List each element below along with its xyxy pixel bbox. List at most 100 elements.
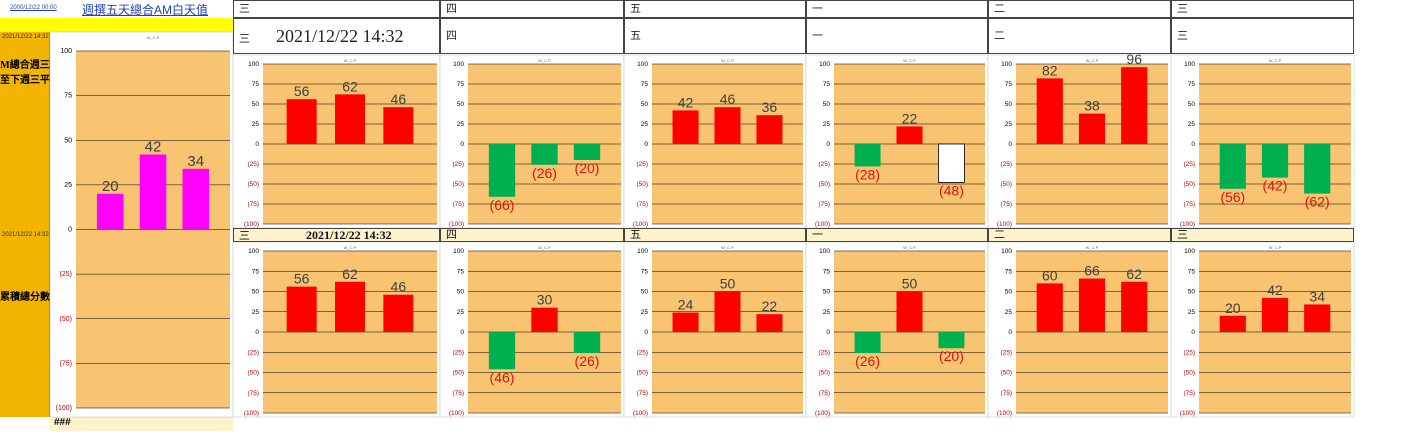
y-tick-label: 0	[460, 329, 464, 336]
y-tick-label: 100	[637, 61, 648, 68]
y-tick-label: (25)	[247, 161, 259, 168]
y-tick-label: (75)	[60, 360, 72, 367]
day-header-row1: 五	[624, 18, 806, 54]
bar	[383, 294, 414, 332]
chart-r2c1: W_C.P 100 75 50 25 0 (25) (50) (75) (100) 56 62 46	[232, 241, 441, 418]
top-date-link[interactable]: 2000/12/22 00:00	[10, 5, 57, 11]
day-header-row1: 一	[806, 18, 988, 54]
footer-hash: ###	[50, 417, 233, 431]
day-header-top: 四	[440, 0, 624, 18]
data-label: 56	[294, 271, 310, 287]
data-label: 22	[762, 298, 778, 314]
data-label: (26)	[575, 353, 600, 369]
left-sidebar: 2021/12/22 14:32 M總合週三至下週三平 2021/12/22 1…	[0, 32, 50, 417]
chart-title: W_C.P	[538, 58, 551, 63]
y-tick-label: (50)	[818, 181, 830, 188]
y-tick-label: 25	[252, 309, 260, 316]
bar	[672, 110, 699, 144]
y-tick-label: 25	[252, 121, 260, 128]
y-tick-label: 75	[1188, 268, 1196, 275]
bar	[1121, 67, 1148, 144]
data-label: 38	[1084, 98, 1100, 114]
bar	[1078, 113, 1106, 144]
y-tick-label: 0	[644, 141, 648, 148]
y-tick-label: 0	[1191, 141, 1195, 148]
data-label: (56)	[1220, 189, 1245, 205]
y-tick-label: 75	[1005, 81, 1013, 88]
y-tick-label: 0	[1008, 329, 1012, 336]
bar	[573, 332, 601, 354]
y-tick-label: (25)	[247, 349, 259, 356]
chart-title: W_C.P	[538, 245, 551, 250]
chart-r2c5: W_C.P 100 75 50 25 0 (25) (50) (75) (100) 60 66 62	[987, 241, 1172, 418]
page-title-link[interactable]: 週撰五天總合AM白天值	[82, 3, 209, 17]
y-tick-label: 50	[252, 289, 260, 296]
y-tick-label: 100	[1184, 61, 1195, 68]
chart-r2c6: W_C.P 100 75 50 25 0 (25) (50) (75) (100) 20 42 34	[1170, 241, 1355, 418]
y-tick-label: 25	[641, 309, 649, 316]
y-tick-label: 75	[1188, 81, 1196, 88]
y-tick-label: 0	[1008, 141, 1012, 148]
y-tick-label: 25	[1188, 121, 1196, 128]
y-tick-label: 100	[819, 61, 830, 68]
chart-title: W_C.P	[1086, 58, 1099, 63]
y-tick-label: 75	[1005, 268, 1013, 275]
data-label: 20	[1225, 300, 1241, 316]
bar	[714, 291, 741, 332]
day-header-mid: 四	[440, 228, 624, 242]
data-label: (28)	[855, 166, 880, 182]
y-tick-label: (50)	[247, 370, 259, 377]
y-tick-label: 100	[819, 248, 830, 255]
bar	[488, 332, 516, 370]
y-tick-label: 100	[453, 61, 464, 68]
chart-r1c1: W_C.P 100 75 50 25 0 (25) (50) (75) (100) 56 62 46	[232, 54, 441, 229]
data-label: 42	[145, 139, 162, 156]
y-tick-label: 0	[460, 141, 464, 148]
y-tick-label: (100)	[56, 405, 72, 412]
data-label: (20)	[939, 348, 964, 364]
y-tick-label: (100)	[633, 221, 648, 228]
y-tick-label: 75	[457, 81, 465, 88]
day-header-mid: 一	[806, 228, 988, 242]
day-label: 一	[812, 30, 823, 42]
data-label: 36	[762, 99, 778, 115]
y-tick-label: 0	[1191, 329, 1195, 336]
bar	[1304, 304, 1331, 332]
y-tick-label: 50	[823, 101, 831, 108]
data-label: 60	[1042, 267, 1058, 283]
y-tick-label: 75	[641, 81, 649, 88]
y-tick-label: 100	[1001, 248, 1012, 255]
y-tick-label: 75	[252, 268, 260, 275]
chart-title: W_C.P	[344, 245, 357, 250]
bar	[1261, 144, 1289, 178]
y-tick-label: 100	[1001, 61, 1012, 68]
data-label: (66)	[490, 197, 515, 213]
y-tick-label: 25	[1005, 309, 1013, 316]
data-label: 62	[342, 266, 358, 282]
y-tick-label: 25	[823, 309, 831, 316]
data-label: (20)	[575, 160, 600, 176]
data-label: 46	[720, 91, 736, 107]
bar	[938, 143, 965, 183]
day-header-top: 五	[624, 0, 806, 18]
y-tick-label: 75	[823, 81, 831, 88]
day-header-mid: 三	[1171, 228, 1354, 242]
y-tick-label: 50	[252, 101, 260, 108]
bar	[531, 144, 558, 165]
y-tick-label: (50)	[636, 181, 648, 188]
data-label: (46)	[490, 369, 515, 385]
data-label: (62)	[1305, 194, 1330, 210]
y-tick-label: 0	[826, 141, 830, 148]
y-tick-label: (100)	[449, 221, 464, 228]
y-tick-label: (100)	[1180, 410, 1195, 417]
y-tick-label: 50	[1188, 101, 1196, 108]
day-header-mid: 二	[988, 228, 1171, 242]
y-tick-label: (25)	[1183, 349, 1195, 356]
y-tick-label: (50)	[1183, 370, 1195, 377]
y-tick-label: (50)	[1000, 370, 1012, 377]
chart-title: W_C.P	[903, 245, 916, 250]
y-tick-label: 50	[1005, 289, 1013, 296]
bar	[896, 291, 923, 332]
day-header-top: 二	[988, 0, 1171, 18]
